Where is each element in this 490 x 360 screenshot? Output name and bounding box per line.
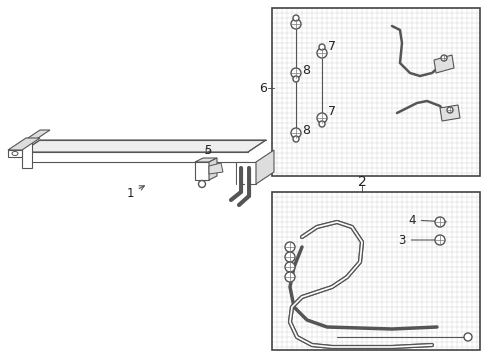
Ellipse shape — [12, 152, 18, 156]
Circle shape — [319, 44, 325, 50]
Circle shape — [435, 235, 445, 245]
Circle shape — [293, 136, 299, 142]
Circle shape — [317, 113, 327, 123]
Circle shape — [291, 68, 301, 78]
Text: 8: 8 — [302, 123, 310, 136]
Text: 3: 3 — [398, 234, 443, 247]
Polygon shape — [8, 138, 40, 150]
Polygon shape — [256, 150, 274, 184]
Polygon shape — [22, 142, 32, 168]
Text: 7: 7 — [328, 40, 336, 53]
Circle shape — [198, 180, 205, 188]
Circle shape — [291, 128, 301, 138]
Polygon shape — [8, 150, 22, 157]
Polygon shape — [22, 130, 50, 142]
Circle shape — [447, 107, 453, 113]
Circle shape — [464, 333, 472, 341]
Text: 5: 5 — [204, 144, 212, 157]
Circle shape — [285, 272, 295, 282]
Circle shape — [317, 48, 327, 58]
Text: 7: 7 — [328, 104, 336, 117]
Text: 4: 4 — [408, 213, 446, 226]
Circle shape — [441, 55, 447, 61]
Bar — [272, 8, 480, 176]
Text: 1: 1 — [126, 186, 145, 199]
Bar — [272, 192, 480, 350]
Circle shape — [319, 121, 325, 127]
Circle shape — [293, 76, 299, 82]
Polygon shape — [195, 162, 209, 180]
Circle shape — [293, 15, 299, 21]
Polygon shape — [440, 105, 460, 121]
Polygon shape — [195, 158, 217, 162]
Polygon shape — [434, 55, 454, 73]
Text: 6: 6 — [259, 81, 267, 95]
Text: 2: 2 — [358, 175, 367, 189]
Circle shape — [285, 252, 295, 262]
Polygon shape — [209, 158, 217, 180]
Polygon shape — [236, 162, 256, 184]
Circle shape — [285, 242, 295, 252]
Text: 8: 8 — [302, 63, 310, 77]
Polygon shape — [22, 140, 266, 152]
Circle shape — [291, 19, 301, 29]
Polygon shape — [209, 163, 223, 174]
Circle shape — [435, 217, 445, 227]
Circle shape — [285, 262, 295, 272]
